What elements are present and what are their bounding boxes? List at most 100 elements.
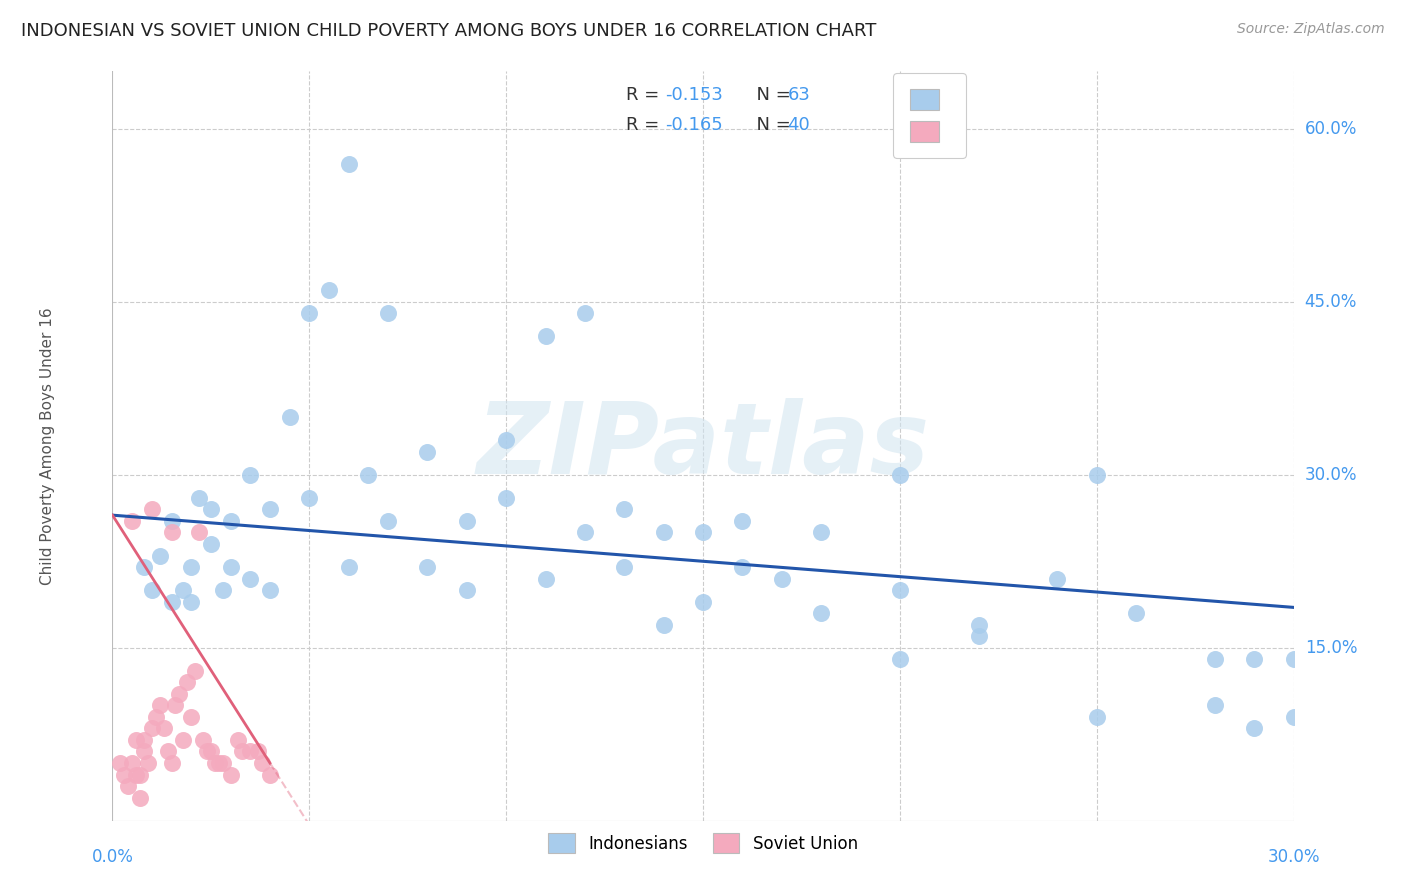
- Text: 30.0%: 30.0%: [1305, 466, 1357, 483]
- Point: [259, 583, 281, 598]
- Point: [1282, 710, 1305, 724]
- Point: [188, 491, 211, 505]
- Point: [731, 514, 754, 528]
- Point: [652, 525, 675, 540]
- Point: [117, 779, 139, 793]
- Point: [219, 767, 242, 781]
- Text: Child Poverty Among Boys Under 16: Child Poverty Among Boys Under 16: [39, 307, 55, 585]
- Point: [180, 560, 202, 574]
- Point: [239, 744, 262, 758]
- Point: [156, 744, 179, 758]
- Point: [337, 560, 360, 574]
- Point: [110, 756, 132, 770]
- Point: [188, 525, 211, 540]
- Point: [129, 790, 152, 805]
- Point: [1282, 652, 1305, 666]
- Point: [967, 629, 990, 643]
- Point: [169, 687, 191, 701]
- Point: [191, 733, 214, 747]
- Point: [211, 756, 233, 770]
- Point: [121, 514, 143, 528]
- Point: [416, 560, 439, 574]
- Point: [1243, 722, 1265, 736]
- Point: [613, 560, 636, 574]
- Point: [574, 525, 596, 540]
- Text: 0.0%: 0.0%: [91, 848, 134, 866]
- Point: [889, 652, 911, 666]
- Point: [200, 744, 222, 758]
- Point: [534, 329, 557, 343]
- Point: [456, 583, 478, 598]
- Point: [204, 756, 226, 770]
- Text: -0.165: -0.165: [665, 116, 723, 134]
- Point: [132, 560, 155, 574]
- Point: [967, 617, 990, 632]
- Point: [160, 594, 183, 608]
- Point: [121, 756, 143, 770]
- Point: [132, 744, 155, 758]
- Point: [141, 722, 163, 736]
- Point: [160, 514, 183, 528]
- Point: [1046, 572, 1069, 586]
- Text: 63: 63: [787, 87, 810, 104]
- Text: -0.153: -0.153: [665, 87, 723, 104]
- Text: Source: ZipAtlas.com: Source: ZipAtlas.com: [1237, 22, 1385, 37]
- Point: [318, 284, 340, 298]
- Point: [165, 698, 187, 713]
- Point: [810, 525, 832, 540]
- Point: [770, 572, 793, 586]
- Point: [180, 710, 202, 724]
- Point: [208, 756, 231, 770]
- Point: [200, 537, 222, 551]
- Point: [692, 594, 714, 608]
- Point: [149, 698, 172, 713]
- Point: [692, 525, 714, 540]
- Text: 45.0%: 45.0%: [1305, 293, 1357, 311]
- Point: [219, 514, 242, 528]
- Point: [1125, 606, 1147, 620]
- Point: [239, 467, 262, 482]
- Point: [613, 502, 636, 516]
- Point: [1243, 652, 1265, 666]
- Point: [1085, 710, 1108, 724]
- Point: [145, 710, 167, 724]
- Text: 60.0%: 60.0%: [1305, 120, 1357, 138]
- Point: [337, 156, 360, 170]
- Point: [176, 675, 198, 690]
- Point: [172, 733, 194, 747]
- Point: [377, 306, 399, 320]
- Point: [112, 767, 135, 781]
- Point: [149, 549, 172, 563]
- Point: [228, 733, 250, 747]
- Point: [195, 744, 218, 758]
- Point: [534, 572, 557, 586]
- Text: 40: 40: [787, 116, 810, 134]
- Text: INDONESIAN VS SOVIET UNION CHILD POVERTY AMONG BOYS UNDER 16 CORRELATION CHART: INDONESIAN VS SOVIET UNION CHILD POVERTY…: [21, 22, 876, 40]
- Point: [495, 491, 517, 505]
- Point: [211, 583, 233, 598]
- Point: [810, 606, 832, 620]
- Point: [239, 572, 262, 586]
- Point: [574, 306, 596, 320]
- Text: 30.0%: 30.0%: [1267, 848, 1320, 866]
- Point: [160, 756, 183, 770]
- Point: [132, 733, 155, 747]
- Point: [259, 502, 281, 516]
- Point: [247, 744, 270, 758]
- Point: [136, 756, 159, 770]
- Point: [160, 525, 183, 540]
- Point: [180, 594, 202, 608]
- Point: [652, 617, 675, 632]
- Point: [889, 467, 911, 482]
- Legend: Indonesians, Soviet Union: Indonesians, Soviet Union: [540, 825, 866, 861]
- Point: [184, 664, 207, 678]
- Point: [141, 583, 163, 598]
- Point: [152, 722, 174, 736]
- Point: [259, 767, 281, 781]
- Text: ZIPatlas: ZIPatlas: [477, 398, 929, 494]
- Point: [889, 583, 911, 598]
- Text: N =: N =: [745, 116, 797, 134]
- Point: [357, 467, 380, 482]
- Point: [456, 514, 478, 528]
- Point: [172, 583, 194, 598]
